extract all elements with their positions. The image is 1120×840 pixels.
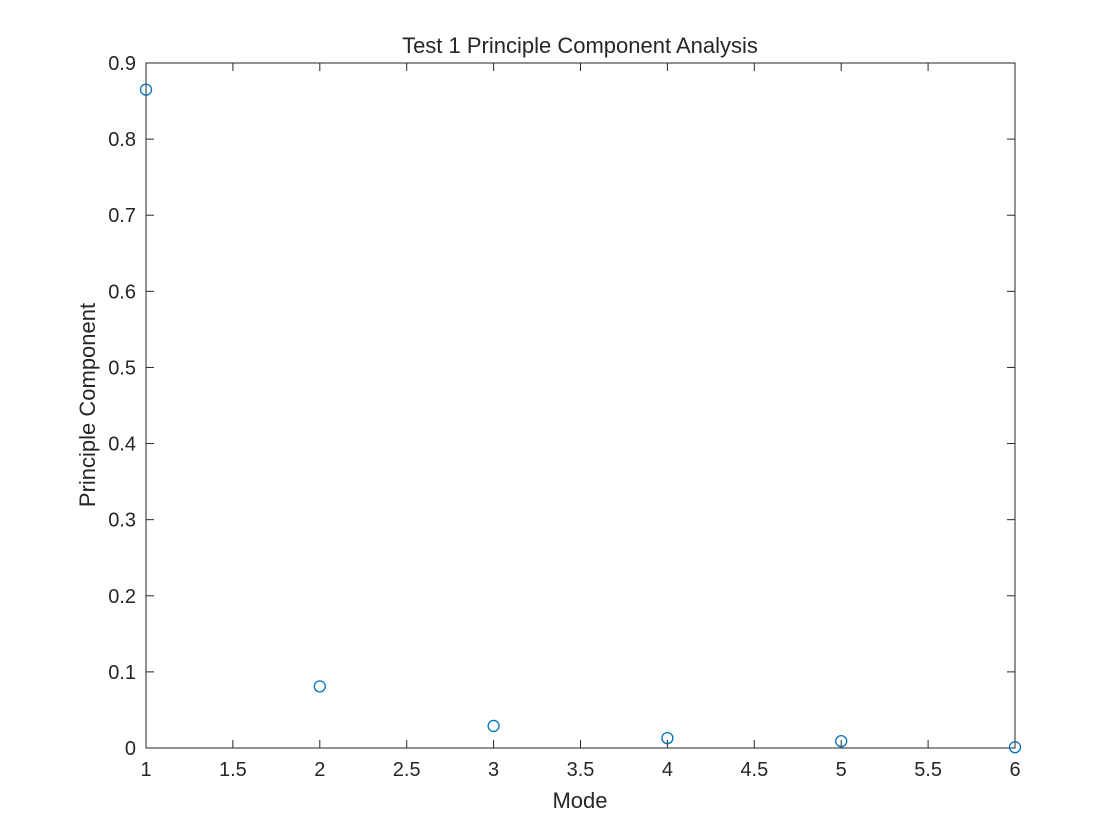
y-tick-label: 0.3 — [108, 510, 136, 532]
y-tick-label: 0.4 — [108, 434, 136, 456]
x-tick-label: 5 — [836, 759, 847, 781]
x-axis-label: Mode — [552, 788, 607, 813]
x-tick-label: 4 — [662, 759, 673, 781]
y-axis-ticks: 0 0.1 0.2 0.3 0.4 0.5 0.6 0.7 0.8 0.9 — [108, 53, 1015, 760]
x-tick-label: 1.5 — [219, 759, 247, 781]
x-tick-label: 1 — [140, 759, 151, 781]
data-point-marker — [661, 731, 674, 745]
y-tick-label: 0.1 — [108, 662, 136, 684]
y-tick-label: 0.2 — [108, 586, 136, 608]
y-tick-label: 0.8 — [108, 129, 136, 151]
plot-area: 1 1.5 2 2.5 3 3.5 4 4.5 5 5.5 6 0 0.1 0.2 0.3 0.4 0.5 0.… — [108, 53, 1022, 781]
data-point-marker — [1008, 741, 1022, 754]
y-tick-label: 0.5 — [108, 357, 136, 379]
x-axis-ticks: 1 1.5 2 2.5 3 3.5 4 4.5 5 5.5 6 — [140, 63, 1021, 781]
x-tick-label: 3.5 — [567, 759, 595, 781]
y-tick-label: 0.6 — [108, 281, 136, 303]
y-tick-label: 0.7 — [108, 205, 136, 227]
data-point-marker — [139, 83, 153, 96]
x-tick-label: 3 — [488, 759, 499, 781]
data-point-marker — [313, 680, 326, 693]
x-tick-label: 2 — [314, 759, 325, 781]
data-markers — [139, 83, 1022, 754]
x-tick-label: 5.5 — [914, 759, 942, 781]
data-point-marker — [487, 719, 500, 733]
x-tick-label: 4.5 — [740, 759, 768, 781]
y-tick-label: 0.9 — [108, 53, 136, 75]
y-axis-label: Principle Component — [75, 303, 100, 507]
x-tick-label: 6 — [1009, 759, 1020, 781]
chart-title: Test 1 Principle Component Analysis — [402, 33, 758, 58]
data-point-marker — [835, 735, 848, 748]
y-tick-label: 0 — [125, 738, 136, 760]
x-tick-label: 2.5 — [393, 759, 421, 781]
